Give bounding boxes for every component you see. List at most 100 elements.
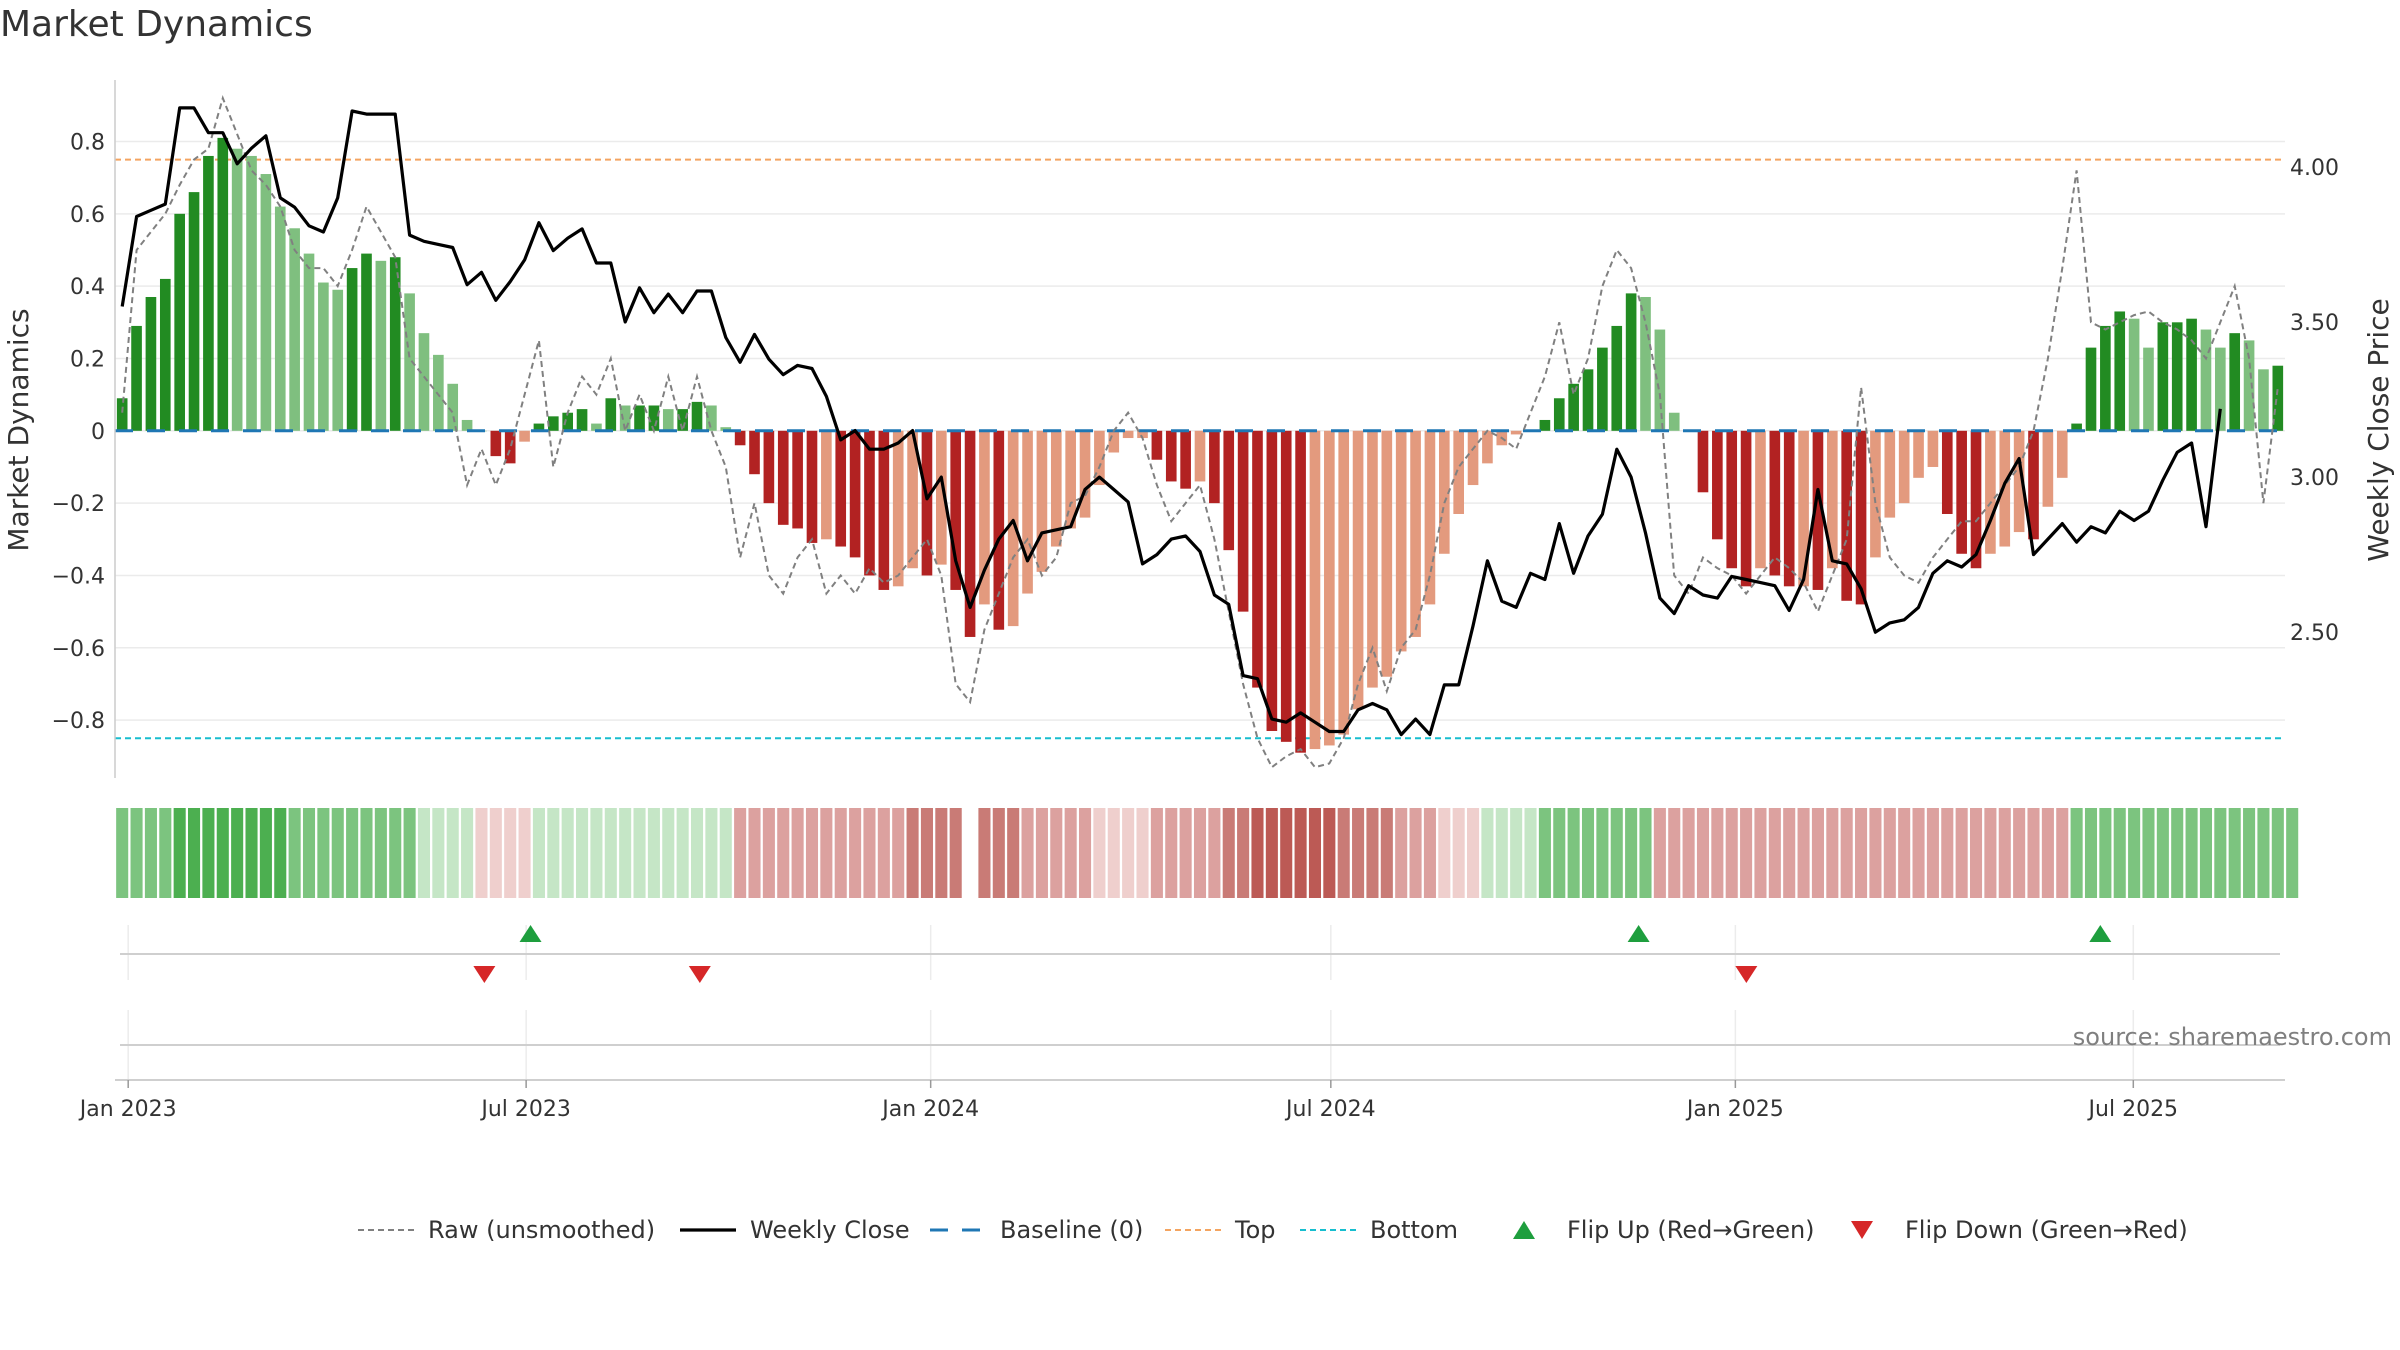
- bar: [375, 260, 387, 431]
- strip-cell: [1438, 808, 1451, 898]
- bar: [2143, 347, 2154, 431]
- strip-cell: [288, 808, 301, 898]
- bar: [1640, 296, 1651, 431]
- strip-cell: [1337, 808, 1350, 898]
- bar: [145, 296, 157, 431]
- strip-cell: [1495, 808, 1508, 898]
- bar: [1783, 430, 1795, 587]
- bar: [706, 405, 717, 431]
- strip-cell: [892, 808, 905, 898]
- strip-cell: [576, 808, 589, 898]
- strip-cell: [1711, 808, 1724, 898]
- y2-axis-title: Weekly Close Price: [2362, 298, 2395, 561]
- y2-tick-label: 3.00: [2290, 466, 2339, 491]
- bar: [1597, 347, 1608, 431]
- bar: [1280, 430, 1292, 742]
- bar: [2085, 347, 2097, 431]
- strip-cell: [432, 808, 445, 898]
- bar: [1438, 430, 1450, 554]
- strip-cell: [1294, 808, 1307, 898]
- bar: [2114, 311, 2126, 431]
- state-strip: [116, 808, 2299, 898]
- strip-cell: [1639, 808, 1652, 898]
- bar: [2171, 322, 2183, 431]
- strip-cell: [1567, 808, 1580, 898]
- strip-cell: [633, 808, 646, 898]
- bar: [1022, 430, 1033, 594]
- strip-cell: [1524, 808, 1537, 898]
- bar: [619, 405, 631, 431]
- strip-cell: [1898, 808, 1911, 898]
- bar: [562, 412, 573, 431]
- strip-cell: [1783, 808, 1796, 898]
- bar: [1654, 329, 1666, 431]
- bar: [576, 409, 588, 431]
- bar: [936, 430, 947, 565]
- strip-cell: [518, 808, 531, 898]
- strip-cell: [547, 808, 560, 898]
- bar: [1180, 430, 1191, 489]
- strip-cell: [2128, 808, 2141, 898]
- strip-cell: [159, 808, 172, 898]
- strip-cell: [173, 808, 186, 898]
- strip-cell: [863, 808, 876, 898]
- bar: [504, 430, 516, 464]
- bar-series: [116, 137, 2284, 753]
- strip-cell: [604, 808, 617, 898]
- bar: [677, 409, 688, 431]
- y-tick-label: −0.8: [52, 709, 105, 734]
- bar: [1568, 383, 1579, 431]
- strip-cell: [1352, 808, 1365, 898]
- bar: [1999, 430, 2011, 547]
- bar: [1151, 430, 1163, 460]
- bar: [1223, 430, 1235, 551]
- strip-cell: [1869, 808, 1882, 898]
- raw-line: [121, 95, 2279, 769]
- bar: [777, 430, 789, 525]
- strip-cell: [446, 808, 459, 898]
- strip-cell: [2199, 808, 2212, 898]
- empty-panel: [115, 1010, 2285, 1081]
- bar: [1295, 430, 1306, 753]
- strip-cell: [676, 808, 689, 898]
- strip-cell: [1811, 808, 1824, 898]
- strip-cell: [1912, 808, 1925, 898]
- y-tick-label: 0.4: [70, 275, 105, 300]
- strip-cell: [1768, 808, 1781, 898]
- bar: [361, 253, 372, 431]
- strip-cell: [1064, 808, 1077, 898]
- strip-cell: [561, 808, 574, 898]
- legend-label-price: Weekly Close: [750, 1216, 910, 1244]
- strip-cell: [849, 808, 862, 898]
- strip-cell: [1265, 808, 1278, 898]
- strip-cell: [1596, 808, 1609, 898]
- strip-cell: [2243, 808, 2256, 898]
- bar: [1884, 430, 1896, 518]
- strip-cell: [791, 808, 804, 898]
- bar: [749, 430, 760, 475]
- strip-cell: [403, 808, 416, 898]
- bar: [1812, 430, 1824, 590]
- legend: Raw (unsmoothed) Weekly Close Baseline (0)…: [358, 1216, 2188, 1244]
- strip-cell: [1193, 808, 1207, 898]
- flip-up-marker: [2089, 925, 2112, 942]
- strip-cell: [2013, 808, 2026, 898]
- y-tick-label: −0.6: [52, 637, 105, 662]
- strip-cell: [417, 808, 431, 898]
- strip-cell: [1380, 808, 1393, 898]
- strip-cell: [274, 808, 287, 898]
- strip-cell: [1883, 808, 1896, 898]
- bar: [1956, 430, 1967, 554]
- bar: [1137, 430, 1148, 439]
- bar: [1209, 430, 1220, 504]
- strip-cell: [2228, 808, 2241, 898]
- bar: [1985, 430, 1996, 554]
- strip-cell: [2286, 808, 2299, 898]
- x-tick-label: Jul 2025: [2087, 1097, 2179, 1122]
- bar: [2028, 430, 2039, 540]
- bar: [720, 427, 732, 431]
- strip-cell: [1409, 808, 1422, 898]
- strip-cell: [1423, 808, 1436, 898]
- strip-cell: [1955, 808, 1968, 898]
- strip-cell: [389, 808, 402, 898]
